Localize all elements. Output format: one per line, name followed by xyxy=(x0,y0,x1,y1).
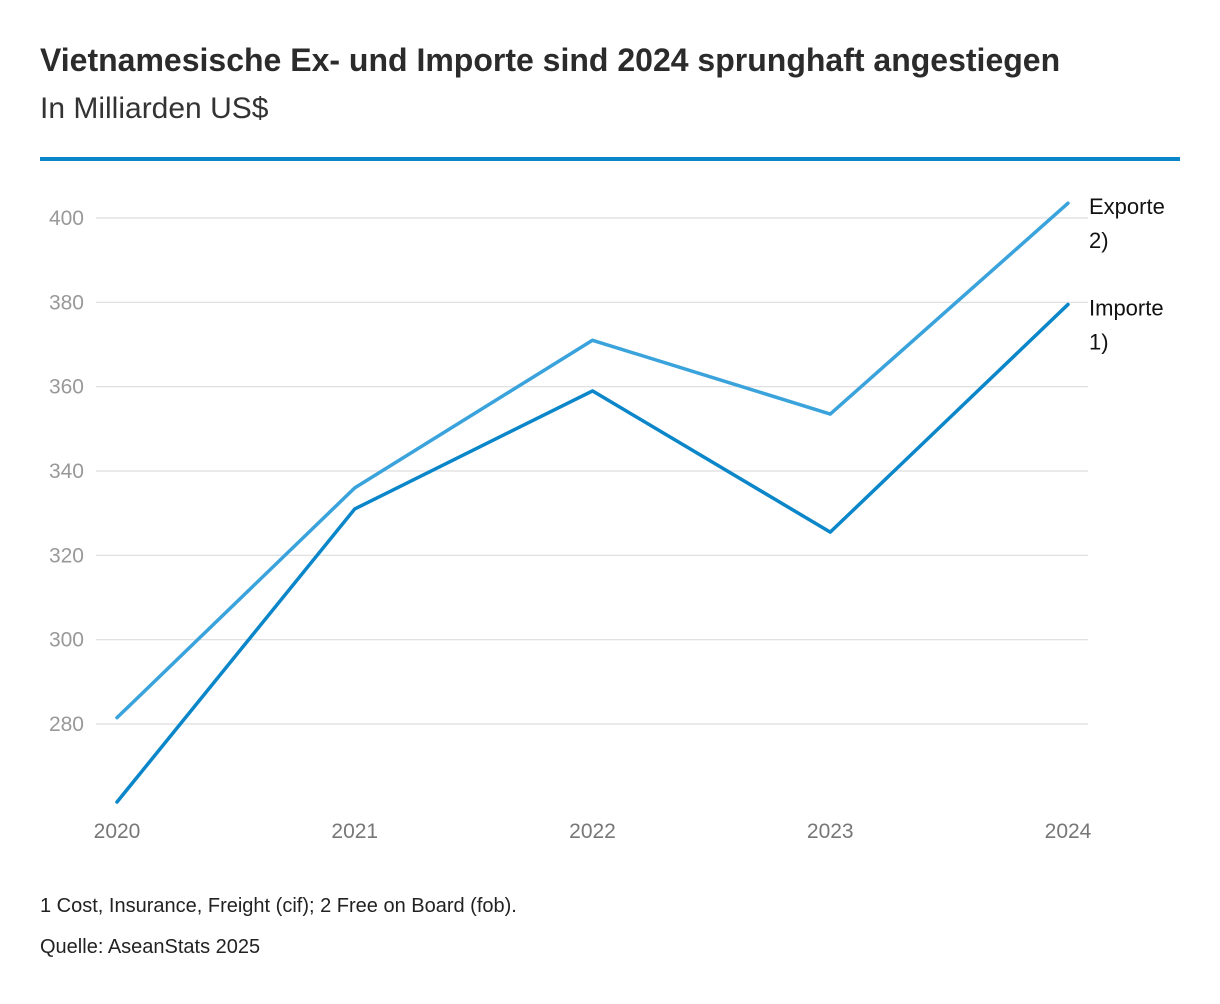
chart-title: Vietnamesische Ex- und Importe sind 2024… xyxy=(40,42,1061,78)
y-tick-label: 400 xyxy=(49,207,84,230)
y-tick-label: 360 xyxy=(49,376,84,399)
series-line-exporte xyxy=(115,201,1070,720)
series-label: Exporte xyxy=(1089,194,1165,219)
series-label: 2) xyxy=(1089,228,1109,253)
y-tick-label: 320 xyxy=(49,544,84,567)
x-tick-label: 2024 xyxy=(1045,820,1092,843)
grid-lines xyxy=(96,217,1088,725)
series-label: Importe xyxy=(1089,295,1164,320)
series-label: 1) xyxy=(1089,329,1109,354)
series-lines xyxy=(115,201,1070,804)
chart-subtitle: In Milliarden US$ xyxy=(40,92,269,125)
x-tick-label: 2020 xyxy=(94,820,141,843)
x-tick-label: 2022 xyxy=(569,820,616,843)
series-line-importe xyxy=(115,302,1070,804)
y-tick-label: 380 xyxy=(49,291,84,314)
source-note: Quelle: AseanStats 2025 xyxy=(40,936,261,958)
y-tick-labels: 280 300 320 340 360 380 400 xyxy=(49,207,84,736)
y-tick-label: 280 xyxy=(49,713,84,736)
x-tick-label: 2021 xyxy=(331,820,378,843)
x-tick-labels: 2020 2021 2022 2023 2024 xyxy=(94,820,1092,843)
series-labels: Exporte 2) Importe 1) xyxy=(1089,194,1165,354)
title-divider xyxy=(40,157,1180,161)
y-tick-label: 340 xyxy=(49,460,84,483)
x-tick-label: 2023 xyxy=(807,820,854,843)
footnote: 1 Cost, Insurance, Freight (cif); 2 Free… xyxy=(40,895,517,917)
y-tick-label: 300 xyxy=(49,629,84,652)
